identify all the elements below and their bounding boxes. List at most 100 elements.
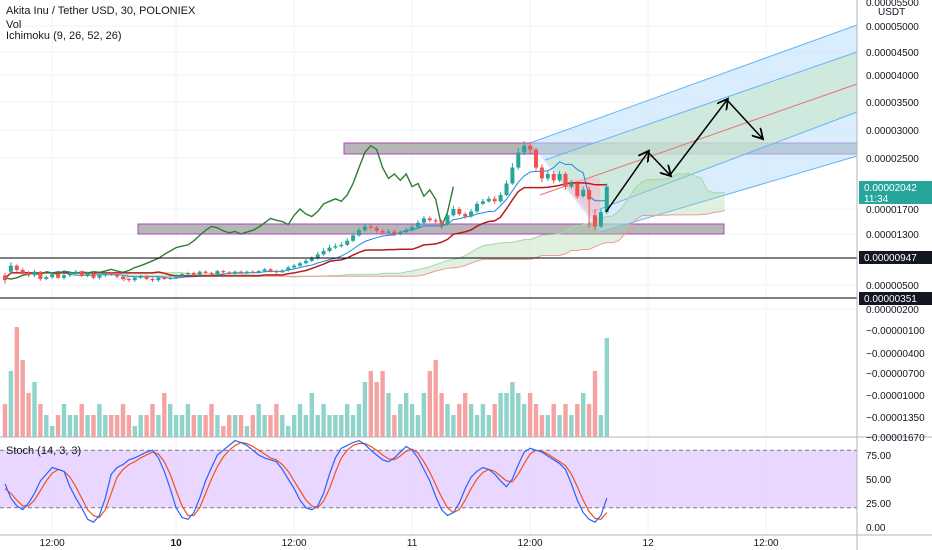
candle-body <box>380 230 385 233</box>
volume-tick-label: −0.00000700 <box>866 369 925 380</box>
candle-body <box>85 273 90 276</box>
candle-body <box>185 272 190 275</box>
candlestick-series <box>3 141 609 284</box>
volume-bar <box>8 371 14 437</box>
candle-body <box>132 277 137 281</box>
volume-bar <box>120 404 126 437</box>
volume-bar <box>592 371 598 437</box>
volume-bar <box>297 404 303 437</box>
candle-body <box>121 276 125 279</box>
projection-arrow <box>605 152 648 213</box>
time-tick-label: 12:00 <box>40 538 65 549</box>
candle-body <box>522 145 527 153</box>
candle-body <box>327 247 332 251</box>
candle-body <box>357 230 361 236</box>
candle-body <box>150 278 155 281</box>
stoch-pane <box>0 439 857 523</box>
candle-body <box>581 189 586 197</box>
projection-arrows <box>605 99 762 213</box>
volume-bar <box>215 415 220 437</box>
candle-body <box>433 220 438 222</box>
volume-bar <box>486 415 491 437</box>
candle-body <box>26 272 31 276</box>
price-tick-label: 0.00003500 <box>866 98 919 109</box>
candle-body <box>67 272 72 276</box>
channel-line <box>544 51 858 161</box>
volume-bar <box>545 415 550 437</box>
volume-bar <box>303 415 309 437</box>
volume-bar <box>109 415 114 437</box>
candle-body <box>209 272 214 275</box>
volume-bar <box>350 415 356 437</box>
candle-body <box>563 173 568 187</box>
candle-body <box>38 271 43 279</box>
projection-arrow <box>726 99 762 138</box>
channel-line <box>599 155 858 233</box>
candle-body <box>598 212 603 227</box>
volume-bar <box>504 393 509 437</box>
candle-body <box>392 231 397 234</box>
candle-body <box>138 275 143 278</box>
volume-bar <box>498 393 503 437</box>
candle-body <box>44 277 49 279</box>
volume-bar <box>250 415 255 437</box>
volume-bar <box>238 415 244 437</box>
candle-body <box>445 215 450 225</box>
volume-bar <box>604 338 609 437</box>
volume-bar <box>539 415 545 437</box>
price-tick-label: 0.00000500 <box>866 281 919 292</box>
volume-bar <box>85 415 90 437</box>
candle-body <box>162 277 167 279</box>
volume-bar <box>256 404 261 437</box>
volume-bar <box>67 415 73 437</box>
time-tick-label: 10 <box>171 538 183 549</box>
time-tick-label: 12 <box>643 538 655 549</box>
candle-body <box>14 265 19 270</box>
volume-bar <box>221 426 226 437</box>
volume-bar <box>156 415 161 437</box>
candle-body <box>534 149 538 168</box>
candle-body <box>410 227 415 231</box>
level-tag <box>859 251 932 264</box>
volume-bar <box>286 426 291 437</box>
candle-body <box>498 194 503 202</box>
volume-bar <box>179 415 185 437</box>
candle-body <box>73 271 78 273</box>
candle-body <box>386 231 391 233</box>
candle-body <box>551 173 556 181</box>
candle-body <box>539 167 544 179</box>
volume-bar <box>527 393 533 437</box>
candle-body <box>333 246 338 248</box>
chart-title: Akita Inu / Tether USD, 30, POLONIEX <box>6 5 196 17</box>
candle-body <box>398 232 403 234</box>
candle-body <box>427 218 432 221</box>
candle-body <box>274 271 279 273</box>
volume-bar <box>79 404 84 437</box>
current-price-tag <box>859 181 932 204</box>
projection-arrow <box>647 151 670 175</box>
level-label-947: 0.00000947 <box>864 253 917 264</box>
candle-body <box>321 250 326 255</box>
volume-bar <box>439 393 444 437</box>
candle-body <box>32 271 37 276</box>
volume-series <box>2 327 609 437</box>
price-tick-label: 0.00004500 <box>866 48 919 59</box>
volume-bar <box>144 415 149 437</box>
candle-body <box>97 275 102 278</box>
time-tick-label: 12:00 <box>754 538 779 549</box>
volume-bar <box>339 415 344 437</box>
candle-body <box>79 271 84 276</box>
time-tick-label: 12:00 <box>518 538 543 549</box>
volume-bar <box>309 393 314 437</box>
volume-bar <box>474 415 480 437</box>
volume-bar <box>557 415 562 437</box>
candle-body <box>504 183 509 195</box>
candle-body <box>557 173 562 181</box>
price-tick-label: 0.00003000 <box>866 126 919 137</box>
current-price-label: 0.00002042 <box>864 183 917 194</box>
candle-body <box>575 183 580 197</box>
candle-body <box>510 167 515 184</box>
channel-inner-band <box>545 52 857 212</box>
candle-body <box>180 274 184 276</box>
